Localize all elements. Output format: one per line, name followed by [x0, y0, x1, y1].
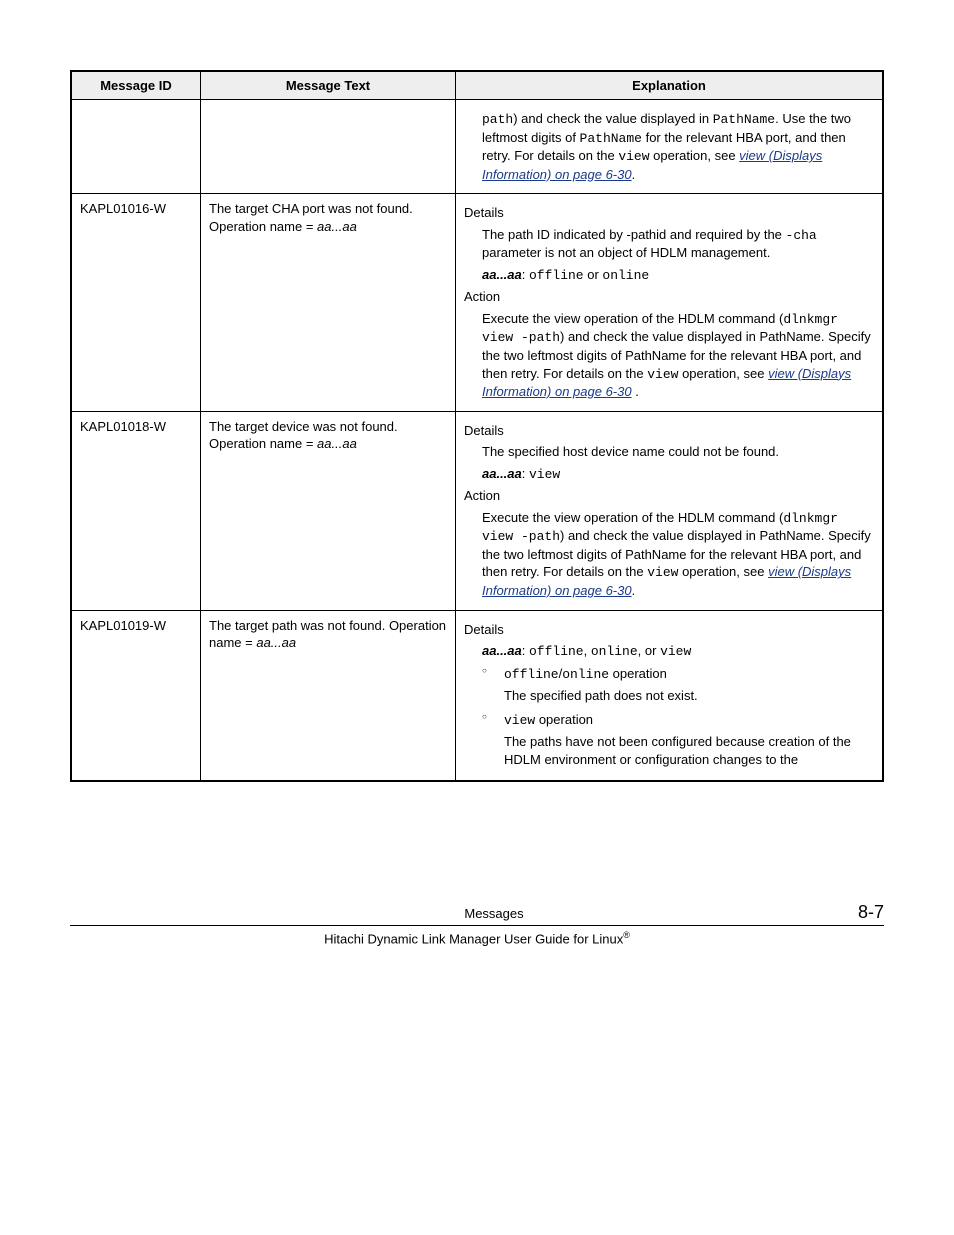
cell-text: The target path was not found. Operation…: [201, 610, 456, 781]
placeholder-text: aa...aa: [317, 219, 357, 234]
text: The target CHA port was not found. Opera…: [209, 201, 413, 234]
code-text: offline: [529, 268, 584, 283]
code-text: view: [504, 713, 535, 728]
placeholder-text: aa...aa: [482, 643, 522, 658]
action-label: Action: [464, 487, 874, 505]
code-text: online: [591, 644, 638, 659]
cell-id: KAPL01019-W: [71, 610, 201, 781]
footer-section-title: Messages: [130, 906, 858, 921]
text: The path ID indicated by -pathid and req…: [482, 227, 786, 242]
details-label: Details: [464, 621, 874, 639]
text: parameter is not an object of HDLM manag…: [482, 245, 770, 260]
page-number: 8-7: [858, 902, 884, 923]
page-footer: Messages 8-7 Hitachi Dynamic Link Manage…: [0, 902, 954, 976]
cell-text: [201, 100, 456, 194]
text: operation, see: [678, 366, 768, 381]
text: Execute the view operation of the HDLM c…: [482, 311, 783, 326]
text: operation, see: [678, 564, 768, 579]
registered-symbol: ®: [623, 930, 630, 940]
code-text: path: [482, 112, 513, 127]
action-label: Action: [464, 288, 874, 306]
text: :: [522, 466, 529, 481]
code-text: view: [647, 367, 678, 382]
table-row: KAPL01019-W The target path was not foun…: [71, 610, 883, 781]
code-text: view: [660, 644, 691, 659]
text: .: [632, 167, 636, 182]
code-text: view: [529, 467, 560, 482]
text: :: [522, 643, 529, 658]
text: The specified path does not exist.: [504, 687, 874, 705]
text: or: [584, 267, 603, 282]
text: ) and check the value displayed in: [513, 111, 712, 126]
code-text: online: [602, 268, 649, 283]
text: operation: [535, 712, 593, 727]
text: .: [632, 583, 636, 598]
code-text: -cha: [786, 228, 817, 243]
text: , or: [638, 643, 660, 658]
code-text: offline: [504, 667, 559, 682]
text: The target path was not found. Operation…: [209, 618, 446, 651]
code-text: PathName: [713, 112, 775, 127]
table-row: KAPL01018-W The target device was not fo…: [71, 411, 883, 610]
table-row: KAPL01016-W The target CHA port was not …: [71, 194, 883, 411]
text: Execute the view operation of the HDLM c…: [482, 510, 783, 525]
text: operation: [609, 666, 667, 681]
placeholder-text: aa...aa: [317, 436, 357, 451]
text: The specified host device name could not…: [482, 443, 874, 461]
code-text: PathName: [580, 131, 642, 146]
footer-doc-title: Hitachi Dynamic Link Manager User Guide …: [324, 932, 623, 947]
cell-explanation: Details The specified host device name c…: [456, 411, 884, 610]
text: ,: [584, 643, 591, 658]
code-text: view: [618, 149, 649, 164]
details-label: Details: [464, 422, 874, 440]
placeholder-text: aa...aa: [256, 635, 296, 650]
table-row: path) and check the value displayed in P…: [71, 100, 883, 194]
cell-explanation: Details aa...aa: offline, online, or vie…: [456, 610, 884, 781]
cell-explanation: path) and check the value displayed in P…: [456, 100, 884, 194]
code-text: view: [647, 565, 678, 580]
cell-id: KAPL01016-W: [71, 194, 201, 411]
header-message-text: Message Text: [201, 71, 456, 100]
messages-table: Message ID Message Text Explanation path…: [70, 70, 884, 782]
text: .: [632, 384, 639, 399]
code-text: offline: [529, 644, 584, 659]
list-item: view operation The paths have not been c…: [482, 711, 874, 769]
cell-id: [71, 100, 201, 194]
text: operation, see: [650, 148, 740, 163]
placeholder-text: aa...aa: [482, 267, 522, 282]
code-text: online: [562, 667, 609, 682]
cell-text: The target CHA port was not found. Opera…: [201, 194, 456, 411]
details-label: Details: [464, 204, 874, 222]
list-item: offline/online operation The specified p…: [482, 665, 874, 705]
placeholder-text: aa...aa: [482, 466, 522, 481]
cell-text: The target device was not found. Operati…: [201, 411, 456, 610]
text: The paths have not been configured becau…: [504, 733, 874, 768]
cell-id: KAPL01018-W: [71, 411, 201, 610]
header-explanation: Explanation: [456, 71, 884, 100]
text: The target device was not found. Operati…: [209, 419, 398, 452]
text: :: [522, 267, 529, 282]
cell-explanation: Details The path ID indicated by -pathid…: [456, 194, 884, 411]
header-message-id: Message ID: [71, 71, 201, 100]
